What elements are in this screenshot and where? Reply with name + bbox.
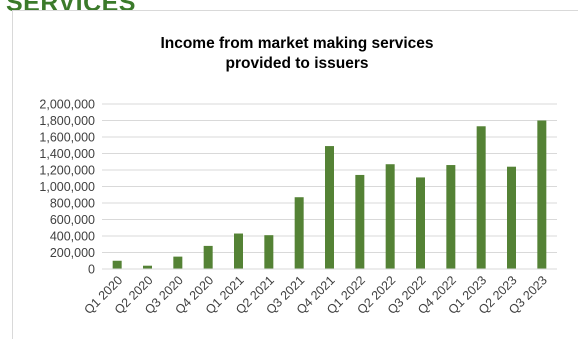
- y-tick-label: 400,000: [50, 230, 95, 244]
- bar: [203, 245, 213, 269]
- bar: [294, 197, 304, 269]
- y-tick-label: 800,000: [50, 197, 95, 211]
- bar: [355, 174, 365, 269]
- bar: [537, 120, 547, 269]
- bar: [173, 256, 183, 269]
- section-heading: SERVICES: [6, 0, 136, 17]
- y-tick-label: 1,000,000: [39, 180, 95, 194]
- y-tick-label: 1,400,000: [39, 147, 95, 161]
- bar: [416, 177, 425, 269]
- chart-title-line-2: provided to issuers: [226, 55, 369, 72]
- y-axis-ticks: 0 200,000 400,000 600,000 800,000 1,000,000 1,…: [39, 98, 95, 277]
- y-tick-label: 600,000: [50, 213, 95, 227]
- bar: [446, 165, 456, 269]
- y-tick-label: 200,000: [50, 246, 95, 260]
- y-tick-label: 1,600,000: [39, 131, 95, 145]
- bar: [112, 260, 122, 269]
- y-tick-label: 1,200,000: [39, 164, 95, 178]
- bars: [112, 120, 547, 270]
- bar: [264, 235, 274, 269]
- bar: [325, 146, 334, 269]
- y-tick-label: 0: [88, 263, 95, 277]
- y-tick-label: 2,000,000: [39, 98, 95, 112]
- chart-title-line-1: Income from market making services: [160, 35, 433, 52]
- y-tick-label: 1,800,000: [39, 114, 95, 128]
- bar: [385, 164, 395, 269]
- bar: [143, 265, 152, 269]
- bar: [234, 233, 243, 269]
- chart-frame: [12, 10, 578, 339]
- bar: [476, 126, 486, 270]
- bar: [507, 166, 516, 269]
